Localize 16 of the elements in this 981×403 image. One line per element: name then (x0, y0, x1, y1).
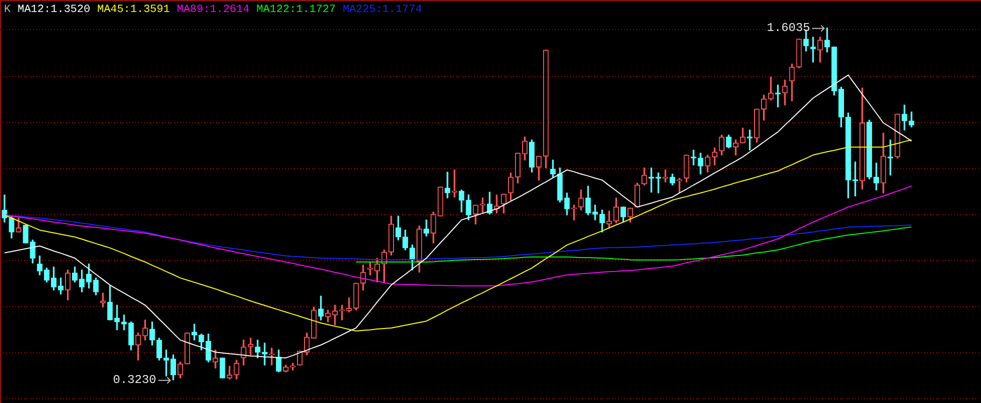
text: MA122:1.1727 (256, 4, 336, 16)
text: MA45:1.3591 (97, 4, 170, 16)
candlestick (444, 172, 450, 198)
text: MA12:1.3520 (18, 4, 90, 16)
annotation: 0.3230 (113, 373, 156, 388)
text: MA225:1.1774 (342, 4, 422, 16)
candlestick (114, 304, 120, 330)
candlestick (571, 204, 577, 220)
candlestick (121, 314, 127, 330)
candlestick (690, 150, 696, 166)
legend-title: K (4, 4, 11, 16)
text: MA89:1.2614 (176, 4, 250, 16)
annotation: 1.6035 (766, 21, 810, 36)
candlestick (332, 304, 338, 326)
candlestick (100, 292, 106, 308)
candlestick (810, 36, 816, 62)
